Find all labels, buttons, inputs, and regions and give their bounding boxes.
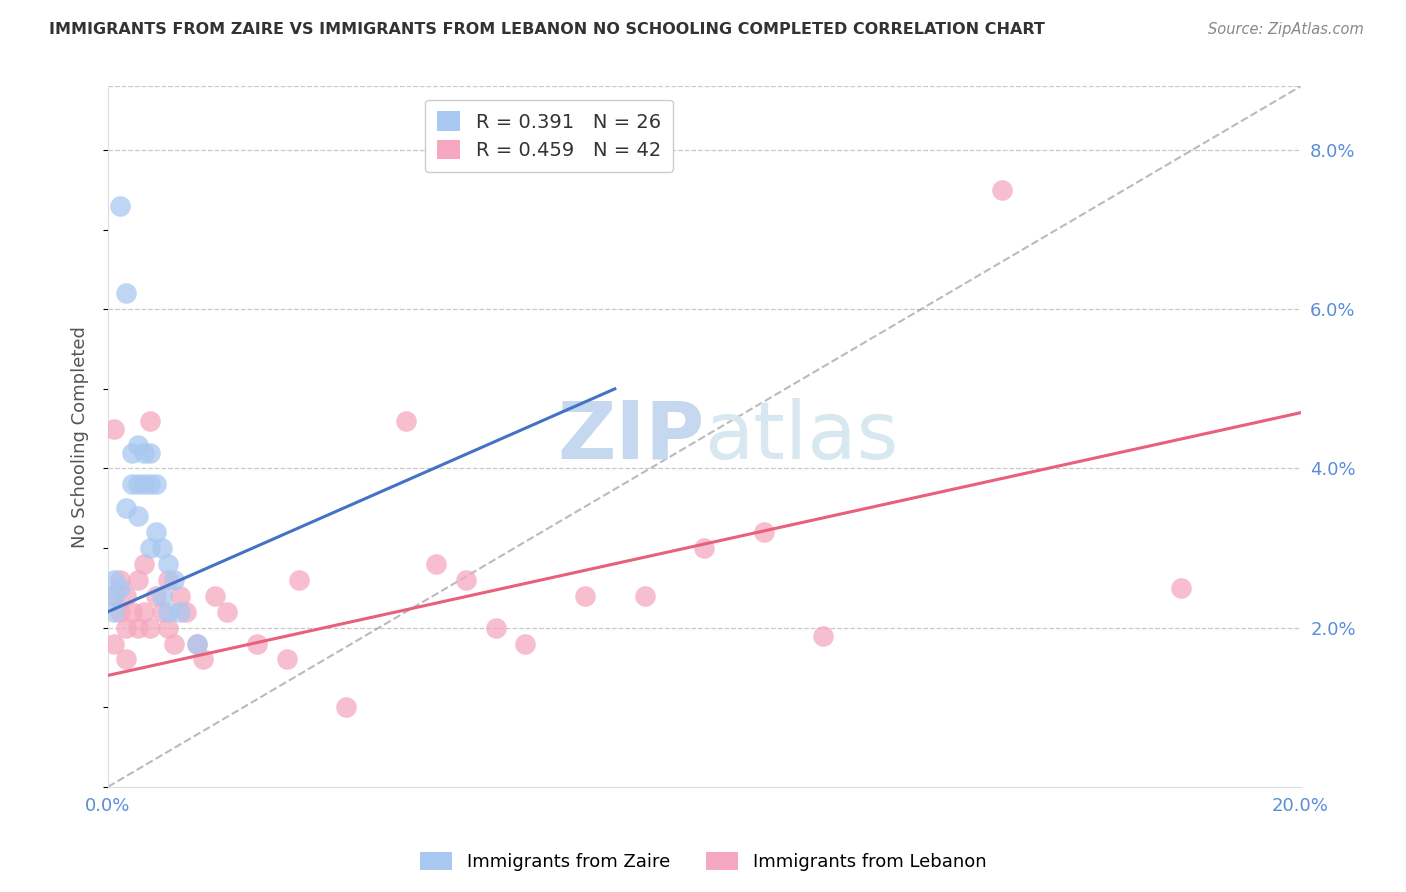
Point	[633, 589, 655, 603]
Point	[145, 525, 167, 540]
Point	[693, 541, 716, 555]
Point	[991, 183, 1014, 197]
Point	[169, 589, 191, 603]
Point	[138, 414, 160, 428]
Point	[115, 589, 138, 603]
Point	[484, 621, 506, 635]
Point	[574, 589, 596, 603]
Point	[138, 541, 160, 555]
Point	[103, 589, 125, 603]
Point	[115, 652, 138, 666]
Point	[156, 605, 179, 619]
Point	[515, 636, 537, 650]
Point	[103, 589, 125, 603]
Point	[145, 477, 167, 491]
Point	[186, 636, 208, 650]
Point	[127, 621, 149, 635]
Point	[276, 652, 298, 666]
Point	[204, 589, 226, 603]
Point	[169, 605, 191, 619]
Point	[132, 605, 155, 619]
Point	[425, 557, 447, 571]
Point	[132, 477, 155, 491]
Point	[138, 445, 160, 459]
Point	[115, 501, 138, 516]
Point	[335, 700, 357, 714]
Point	[156, 573, 179, 587]
Point	[246, 636, 269, 650]
Point	[186, 636, 208, 650]
Point	[132, 557, 155, 571]
Point	[108, 573, 131, 587]
Point	[138, 477, 160, 491]
Point	[145, 589, 167, 603]
Point	[1170, 581, 1192, 595]
Point	[127, 509, 149, 524]
Point	[103, 422, 125, 436]
Point	[103, 636, 125, 650]
Point	[121, 605, 143, 619]
Point	[193, 652, 215, 666]
Point	[150, 605, 173, 619]
Point	[132, 445, 155, 459]
Point	[217, 605, 239, 619]
Point	[156, 621, 179, 635]
Point	[288, 573, 311, 587]
Point	[121, 477, 143, 491]
Point	[156, 557, 179, 571]
Text: Source: ZipAtlas.com: Source: ZipAtlas.com	[1208, 22, 1364, 37]
Text: IMMIGRANTS FROM ZAIRE VS IMMIGRANTS FROM LEBANON NO SCHOOLING COMPLETED CORRELAT: IMMIGRANTS FROM ZAIRE VS IMMIGRANTS FROM…	[49, 22, 1045, 37]
Legend: R = 0.391   N = 26, R = 0.459   N = 42: R = 0.391 N = 26, R = 0.459 N = 42	[426, 100, 673, 172]
Point	[138, 621, 160, 635]
Point	[108, 581, 131, 595]
Legend: Immigrants from Zaire, Immigrants from Lebanon: Immigrants from Zaire, Immigrants from L…	[412, 845, 994, 879]
Point	[150, 589, 173, 603]
Point	[115, 286, 138, 301]
Point	[752, 525, 775, 540]
Point	[108, 199, 131, 213]
Point	[127, 437, 149, 451]
Text: ZIP: ZIP	[557, 398, 704, 475]
Point	[813, 629, 835, 643]
Point	[127, 477, 149, 491]
Point	[162, 573, 184, 587]
Y-axis label: No Schooling Completed: No Schooling Completed	[72, 326, 89, 548]
Point	[127, 573, 149, 587]
Point	[103, 605, 125, 619]
Point	[115, 621, 138, 635]
Point	[108, 605, 131, 619]
Point	[103, 573, 125, 587]
Point	[174, 605, 197, 619]
Point	[162, 636, 184, 650]
Point	[454, 573, 477, 587]
Point	[121, 445, 143, 459]
Point	[395, 414, 418, 428]
Point	[150, 541, 173, 555]
Text: atlas: atlas	[704, 398, 898, 475]
